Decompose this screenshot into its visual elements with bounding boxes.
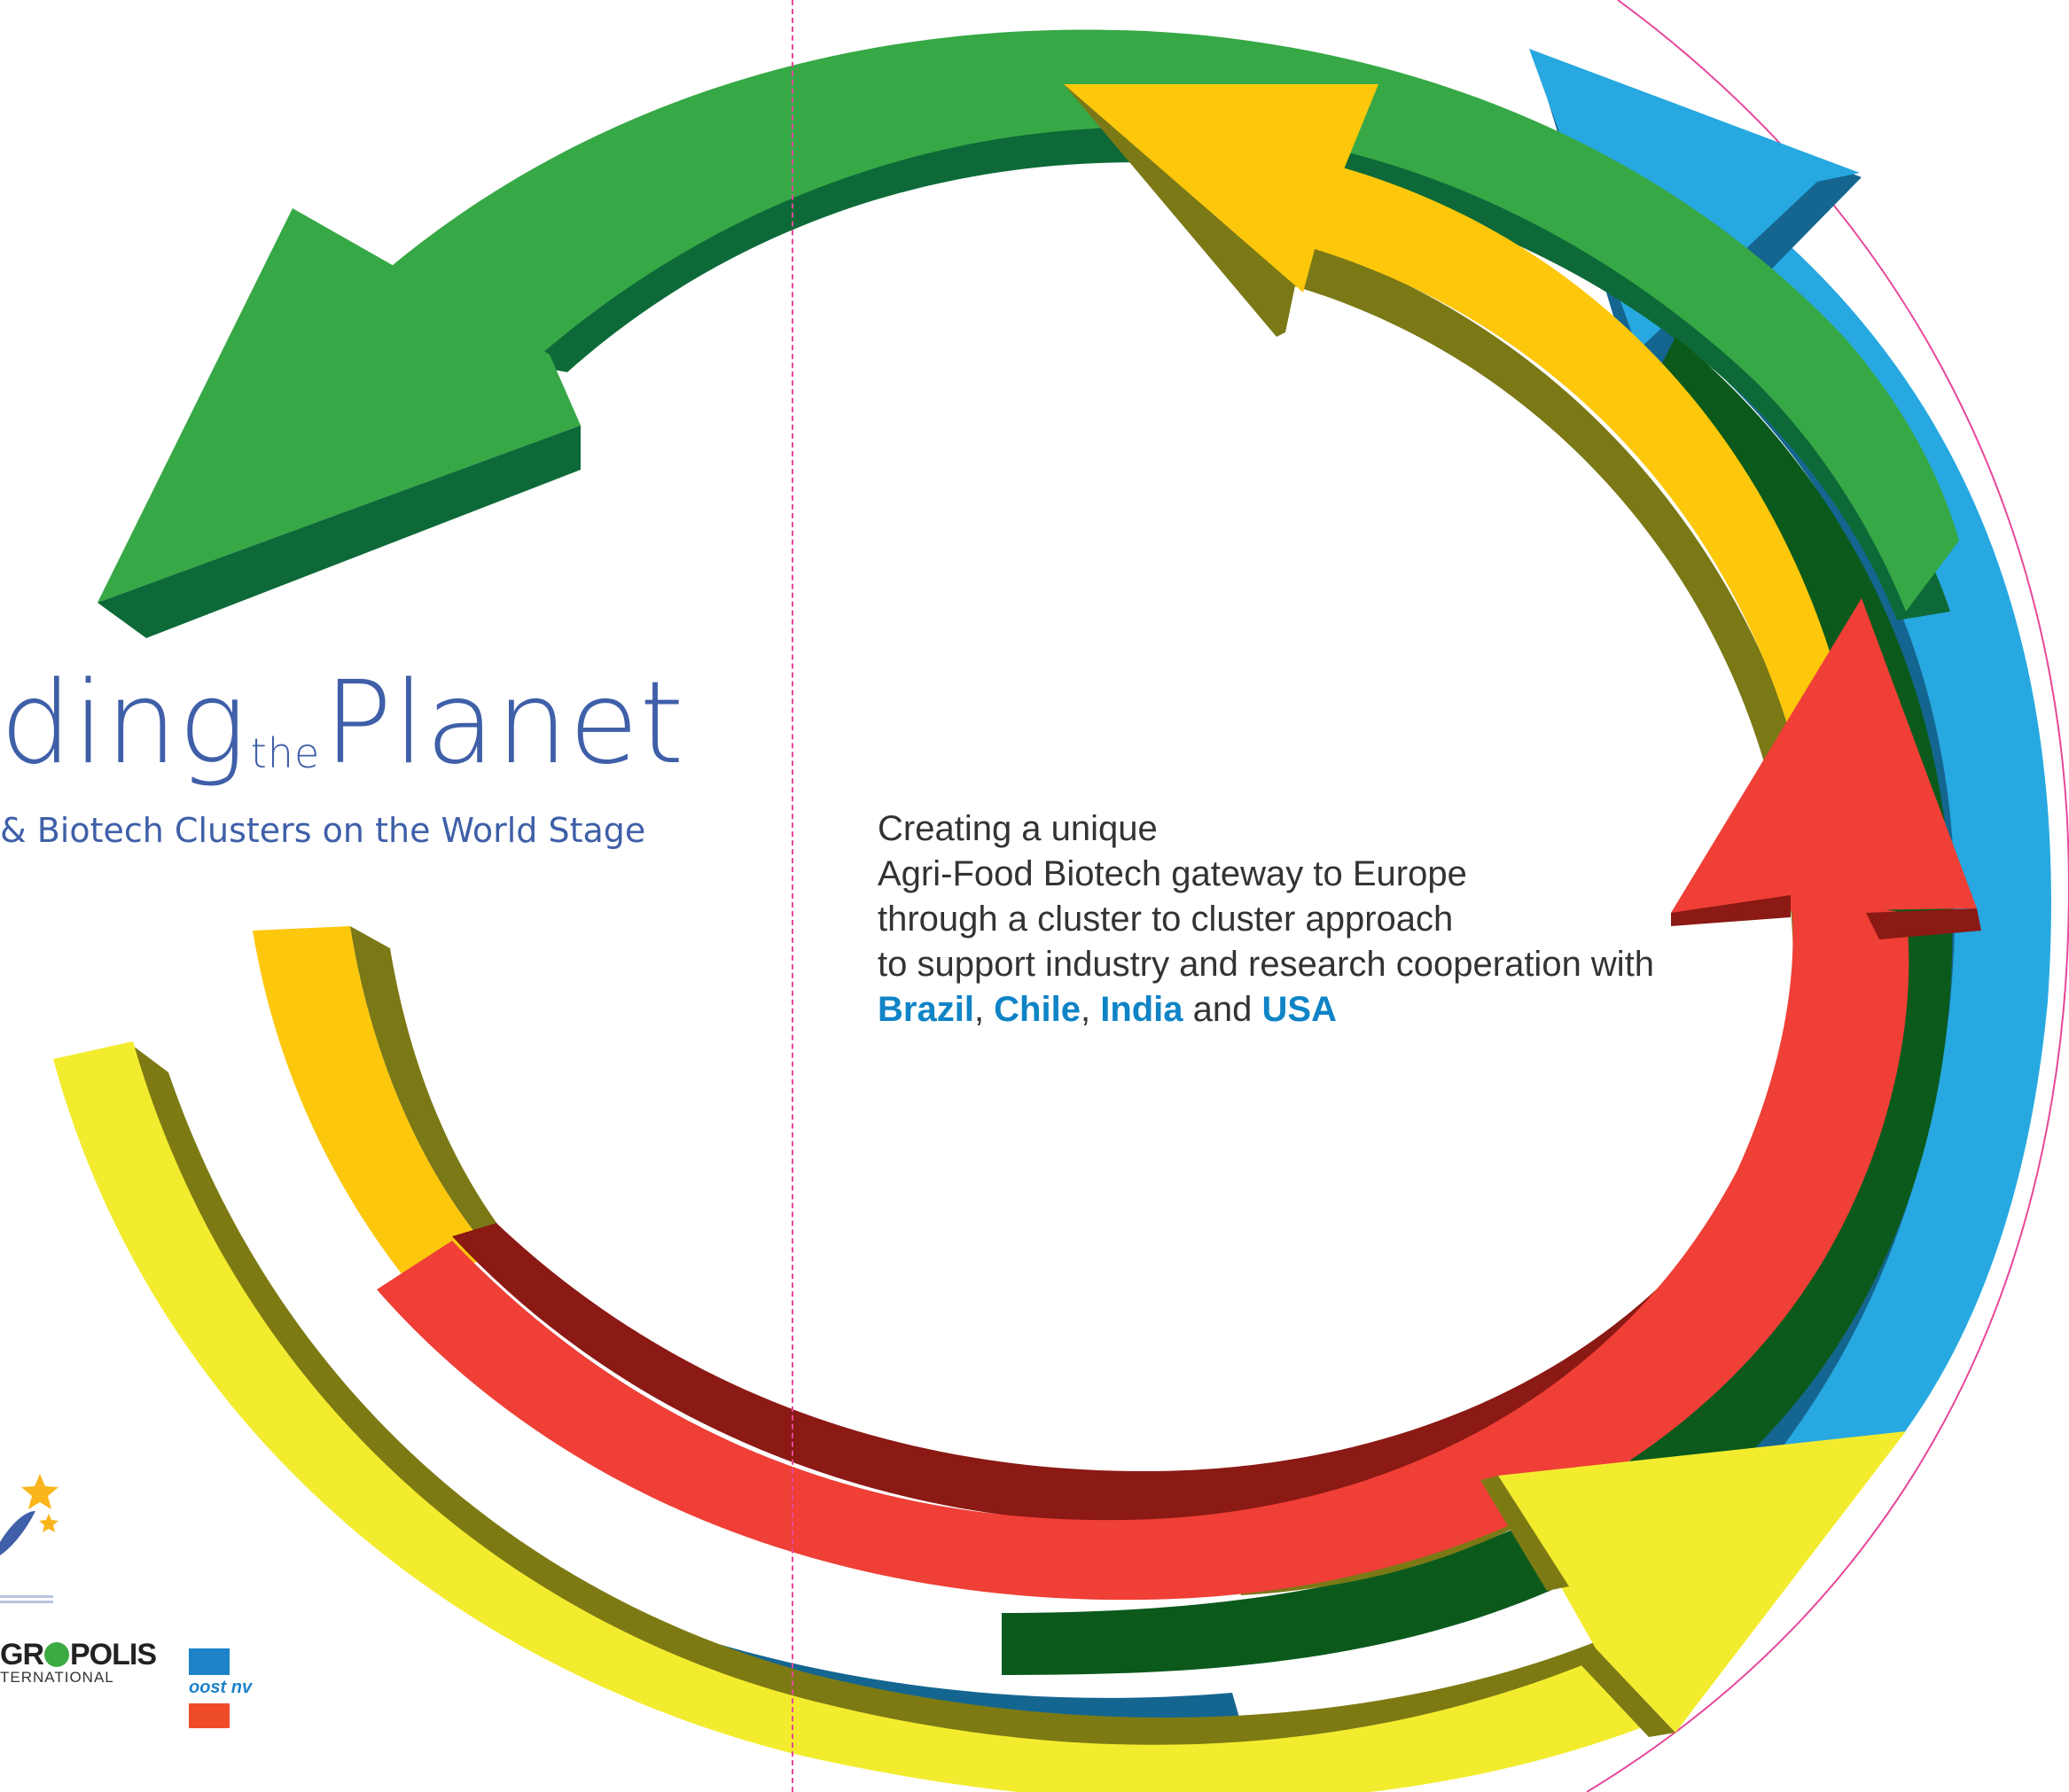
oost-name: oost nv: [189, 1678, 253, 1697]
tagline-line2: Agri-Food Biotech gateway to Europe: [878, 854, 1467, 893]
yellow-arrow-icon: [53, 1041, 1906, 1792]
agropolis-logo: GR POLIS TERNATIONAL: [0, 1638, 157, 1687]
tagline: Creating a unique Agri-Food Biotech gate…: [878, 806, 1654, 1032]
separator-2: ,: [1080, 990, 1101, 1029]
cover-subtitle: & Biotech Clusters on the World Stage: [0, 811, 646, 850]
agropolis-name-pre: GR: [0, 1638, 44, 1671]
title-part2: Planet: [324, 658, 685, 790]
country-usa: USA: [1261, 990, 1337, 1029]
oost-blue-block: [189, 1648, 230, 1675]
stars-icon: [0, 1474, 59, 1603]
fold-line: [792, 0, 793, 1792]
oost-logo: oost nv: [189, 1648, 252, 1728]
tagline-countries: Brazil, Chile, India and USA: [878, 987, 1654, 1032]
agropolis-subtitle: TERNATIONAL: [0, 1669, 114, 1686]
red-arrow-icon: [377, 598, 1981, 1601]
cover-title: dingthePlanet: [0, 658, 685, 790]
tagline-line4: to support industry and research coopera…: [878, 945, 1655, 984]
and-word: and: [1183, 990, 1262, 1029]
title-part1: ding: [0, 658, 247, 790]
country-brazil: Brazil: [878, 990, 974, 1029]
orange-arrow-icon: [253, 84, 1873, 1595]
agropolis-name-post: POLIS: [70, 1638, 157, 1671]
agropolis-globe-icon: [44, 1642, 69, 1667]
separator-1: ,: [973, 990, 995, 1029]
green-arrow-icon: [98, 29, 1959, 638]
tagline-line3: through a cluster to cluster approach: [878, 900, 1454, 939]
oost-red-block: [189, 1703, 230, 1728]
title-small-word: the: [250, 729, 321, 777]
country-india: India: [1100, 990, 1183, 1029]
tagline-line1: Creating a unique: [878, 809, 1158, 848]
country-chile: Chile: [994, 990, 1081, 1029]
